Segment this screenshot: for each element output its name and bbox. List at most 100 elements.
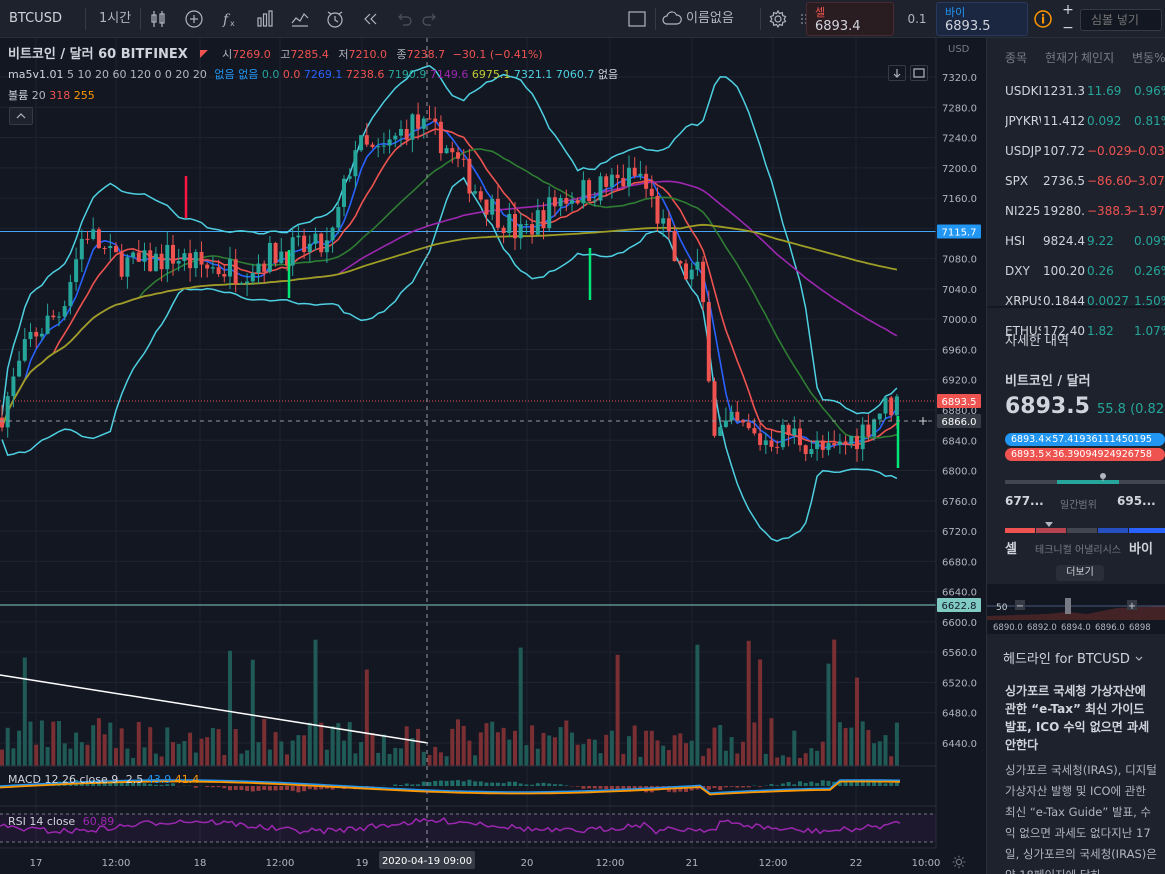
volume-value-a: 318 [49,89,71,102]
volume-bar [381,734,386,766]
volume-bar [296,735,301,766]
macd-histogram-bar [746,786,751,788]
candle-body [245,281,250,284]
candle-body [889,397,894,416]
candle-body [558,197,563,207]
volume-bar [763,753,768,766]
volume-bar [718,724,723,766]
candle-body [250,272,255,282]
candle-style-icon[interactable] [148,9,168,29]
watchlist-row[interactable]: DXY 100.200.26 0.26% [987,256,1165,286]
news-heading[interactable]: 헤드라인 for BTCUSD [1003,648,1144,667]
replay-icon[interactable] [360,9,380,29]
price-chart-canvas[interactable]: 0.0 40.00 USD 7320.0 7280.0 7240.0 7200.0 716… [0,38,986,874]
candle-body [752,428,757,434]
price-tick-label: 6760.0 [942,497,977,508]
symbol-search-input[interactable] [1080,9,1162,31]
chart-settings-icon[interactable] [950,853,968,871]
volume-bar [216,729,221,766]
undo-icon[interactable] [394,9,414,29]
macd-histogram-bar [798,781,802,786]
volume-legend[interactable]: 볼륨 20 318 255 [8,87,95,103]
buy-button[interactable]: 바이 6893.5 [936,2,1028,36]
info-warning-icon[interactable]: i [1033,9,1053,29]
macd-histogram-bar [809,781,814,786]
rsi-legend[interactable]: RSI 14 close 60.89 [8,815,114,828]
candle-body [96,229,101,249]
redo-icon[interactable] [420,9,440,29]
volume-bar [410,737,415,766]
macd-legend[interactable]: MACD 12 26 close 9 2.5 43.9 41.4 [8,773,199,786]
watchlist-row[interactable]: USDKRW1231.311.69 0.96% [987,76,1165,106]
volume-bar [193,752,198,766]
price-tick-label: 6960.0 [942,345,977,356]
templates-icon[interactable] [290,9,310,29]
candle-body [34,331,39,337]
trend-line[interactable] [0,674,429,744]
volume-bar [102,734,107,766]
rsi-value: 60.89 [82,815,115,828]
collapse-legend-button[interactable] [9,107,33,125]
volume-bar [125,748,130,766]
interval-selector[interactable]: 1시간 [99,11,132,26]
news-headline[interactable]: 싱가포르 국세청 가상자산에 관한 “e-Tax” 최신 가이드 발표, ICO… [1005,684,1150,752]
col-symbol[interactable]: 종목 [1005,51,1028,65]
volume-bar [775,757,780,766]
volume-bar [199,738,204,766]
layout-name[interactable]: 이름없음 [686,11,734,26]
watchlist-percent: 0.26% [1134,264,1165,278]
candle-body [872,419,877,437]
compare-add-icon[interactable] [184,9,204,29]
macd-histogram-bar [775,785,780,786]
price-tick-label: 7040.0 [942,285,977,296]
news-body[interactable]: 싱가포르 국세청(IRAS), 디지털 가상자산 발행 및 ICO에 관한 최신… [1005,763,1157,874]
watchlist-row[interactable]: SPX 2736.5−86.60−3.07% [987,166,1165,196]
details-heading[interactable]: 자세한 내역 [1005,334,1069,349]
fullscreen-icon[interactable] [627,9,647,29]
zoom-in-button[interactable]: + [1062,2,1074,18]
financials-icon[interactable] [255,9,275,29]
drag-handle-icon[interactable] [794,9,807,29]
price-axis[interactable]: USD7320.07280.07240.07200.07160.07120.07… [935,38,986,874]
candle-body [530,224,535,235]
macd-histogram-bar [547,783,552,786]
candle-body [644,173,649,189]
candle-body [798,428,802,446]
ma-indicator-legend[interactable]: ma5v1.01 5 10 20 60 120 0 0 20 20 없음 없음 … [8,66,618,82]
watchlist-row[interactable]: USDJPY107.72−0.029−0.03% [987,136,1165,166]
candle-body [855,435,859,450]
settings-gear-icon[interactable] [768,9,788,29]
candle-body [598,176,603,201]
sell-button[interactable]: 셀 6893.4 [806,2,894,36]
zoom-out-button[interactable]: − [1062,20,1074,36]
time-axis[interactable]: 17 12:00 18 12:00 19 20 12:00 21 12:00 22 10:00 202… [0,847,986,874]
watchlist-row[interactable]: ETHUSD172.401.82 1.07% [987,316,1165,346]
cloud-save-icon[interactable] [662,9,682,29]
col-change[interactable]: 체인지 [1081,51,1115,65]
symbol-selector[interactable]: BTCUSD [9,11,62,26]
maximize-pane-button[interactable] [910,65,928,81]
volume-bar [336,723,341,766]
watchlist-row[interactable]: HSI 9824.49.22 0.09% [987,226,1165,256]
scroll-down-button[interactable] [888,65,906,81]
panel-divider [987,306,1165,308]
candle-body [803,445,808,455]
volume-bars [0,639,899,766]
col-last[interactable]: 현재가 [1045,51,1079,65]
more-button[interactable]: 더보기 [1056,565,1104,581]
market-depth-chart[interactable]: 50− +6890.0 6892.0 6894.0 6896.0 6898 [987,584,1165,634]
volume-bar [302,735,307,766]
chart-area[interactable]: 0.0 40.00 USD 7320.0 7280.0 7240.0 7200.0 716… [0,38,986,874]
toolbar-divider [655,8,656,30]
candle-body [746,422,751,429]
macd-histogram-bar [535,783,540,786]
col-percent[interactable]: 변동% [1132,51,1165,65]
volume-bar [484,723,489,766]
alert-clock-icon[interactable] [325,9,345,29]
horizontal-lines[interactable] [0,231,936,606]
